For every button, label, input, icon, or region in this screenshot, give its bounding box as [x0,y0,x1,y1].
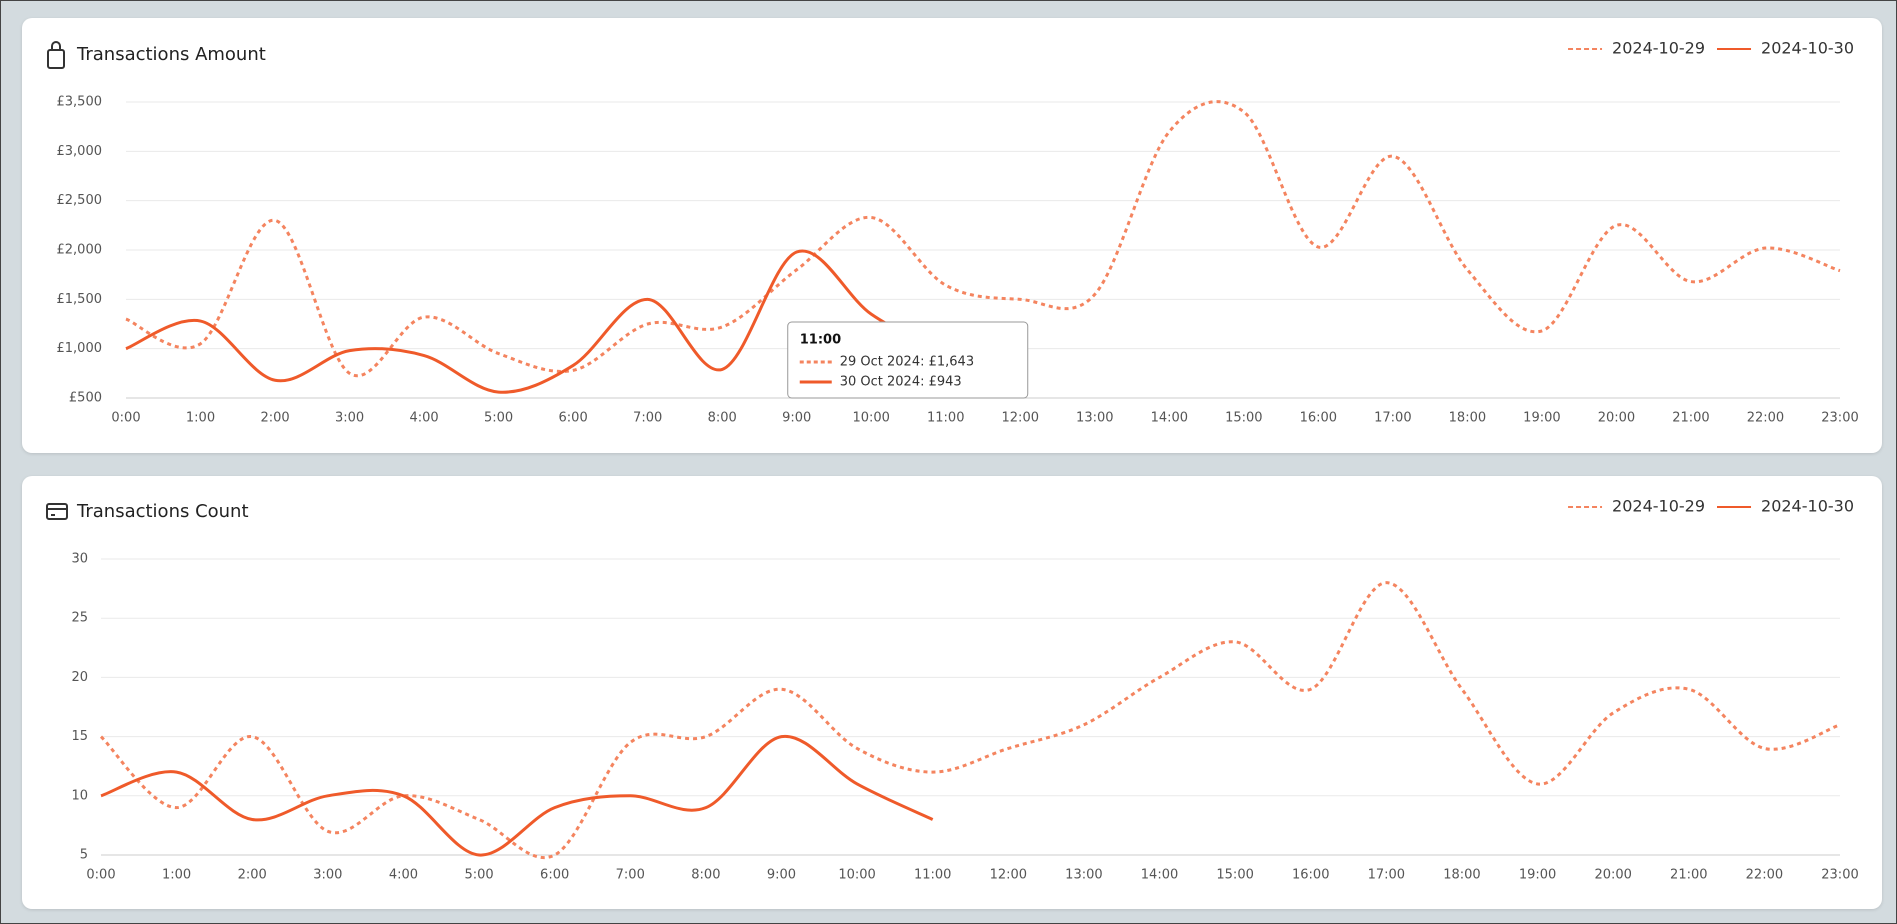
legend-label: 2024-10-30 [1761,39,1854,58]
card: Transactions Count 5 10 15 20 25 30 0:00 1:00 2:0… [22,476,1882,909]
x-tick-label: 11:00 [927,411,964,426]
chart-title: Transactions Amount [76,44,266,65]
x-tick-label: 17:00 [1374,411,1411,426]
x-tick-label: 3:00 [313,868,342,883]
x-tick-label: 18:00 [1449,411,1486,426]
tooltip-item: 29 Oct 2024: £1,643 [840,355,974,370]
tooltip-box [787,321,1029,399]
x-tick-label: 14:00 [1141,868,1178,883]
x-tick-label: 4:00 [389,868,418,883]
y-tick-label: £1,500 [57,292,103,307]
x-tick-label: 9:00 [782,411,811,426]
x-tick-label: 3:00 [335,411,364,426]
x-tick-label: 11:00 [914,868,951,883]
y-tick-label: £3,500 [57,95,103,110]
legend-label: 2024-10-29 [1612,39,1705,58]
x-tick-label: 18:00 [1443,868,1480,883]
bag-icon [47,41,65,69]
x-tick-label: 21:00 [1670,868,1707,883]
y-tick-label: 20 [71,670,88,685]
chart-title: Transactions Count [76,501,249,522]
x-tick-label: 12:00 [990,868,1027,883]
x-tick-label: 13:00 [1076,411,1113,426]
legend-label: 2024-10-29 [1612,497,1705,516]
x-tick-label: 9:00 [767,868,796,883]
legend-label: 2024-10-30 [1761,497,1854,516]
x-tick-label: 1:00 [162,868,191,883]
x-tick-label: 2:00 [260,411,289,426]
x-tick-label: 5:00 [484,411,513,426]
x-tick-label: 19:00 [1519,868,1556,883]
y-tick-label: 15 [71,729,88,744]
x-tick-label: 2:00 [238,868,267,883]
series-line [99,581,1841,859]
y-tick-label: 5 [80,848,88,863]
card: Transactions Amount £500 £1,000 £1,500 £2,00… [22,18,1882,453]
chart: Transactions Count 5 10 15 20 25 30 0:00 1:00 2:0… [46,497,1859,883]
x-tick-label: 0:00 [86,868,115,883]
y-tick-label: £1,000 [57,341,103,356]
y-tick-label: 10 [71,788,88,803]
y-tick-label: £500 [69,391,102,406]
series-line [125,100,1841,378]
tooltip-item: 30 Oct 2024: £943 [840,375,962,390]
x-tick-label: 20:00 [1598,411,1635,426]
x-tick-label: 16:00 [1292,868,1329,883]
x-tick-label: 1:00 [186,411,215,426]
y-tick-label: £2,500 [57,193,103,208]
x-tick-label: 14:00 [1151,411,1188,426]
x-tick-label: 5:00 [464,868,493,883]
x-tick-label: 23:00 [1821,411,1858,426]
x-tick-label: 15:00 [1216,868,1253,883]
series-line [100,735,934,857]
x-tick-label: 12:00 [1002,411,1039,426]
x-tick-label: 13:00 [1065,868,1102,883]
x-tick-label: 8:00 [708,411,737,426]
x-tick-label: 10:00 [852,411,889,426]
x-tick-label: 20:00 [1594,868,1631,883]
card-icon [46,503,68,520]
x-tick-label: 16:00 [1300,411,1337,426]
x-tick-label: 19:00 [1523,411,1560,426]
y-tick-label: 30 [71,552,88,567]
x-tick-label: 17:00 [1368,868,1405,883]
x-tick-label: 21:00 [1672,411,1709,426]
series-line [125,249,947,394]
y-tick-label: 25 [71,611,88,626]
x-tick-label: 10:00 [838,868,875,883]
y-tick-label: £3,000 [57,144,103,159]
x-tick-label: 22:00 [1747,411,1784,426]
x-tick-label: 8:00 [691,868,720,883]
x-tick-label: 7:00 [633,411,662,426]
x-tick-label: 0:00 [111,411,140,426]
x-tick-label: 15:00 [1225,411,1262,426]
x-tick-label: 4:00 [409,411,438,426]
x-tick-label: 23:00 [1821,868,1858,883]
tooltip-title: 11:00 [800,333,841,348]
x-tick-label: 6:00 [559,411,588,426]
x-tick-label: 6:00 [540,868,569,883]
chart: Transactions Amount £500 £1,000 £1,500 £2,00… [47,39,1859,426]
x-tick-label: 22:00 [1746,868,1783,883]
x-tick-label: 7:00 [616,868,645,883]
y-tick-label: £2,000 [57,243,103,258]
